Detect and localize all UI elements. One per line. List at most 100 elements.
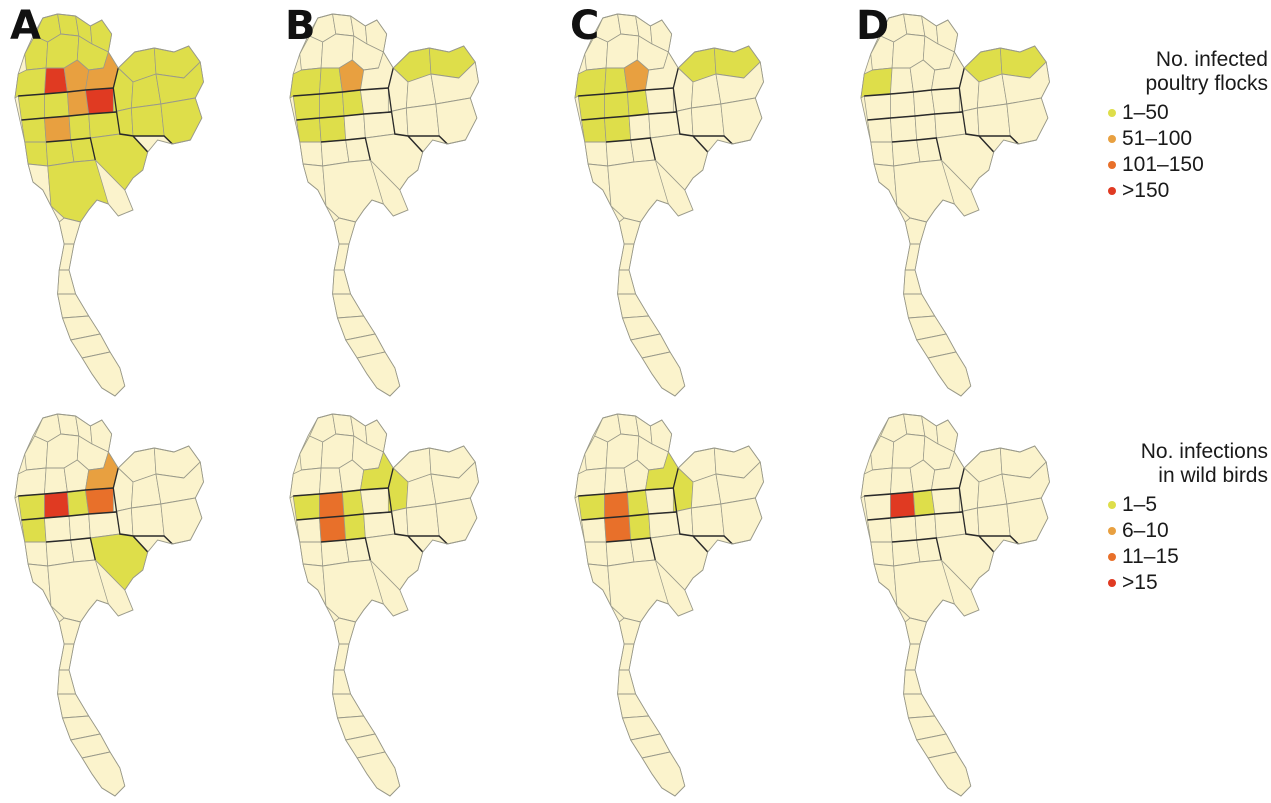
province-region [57, 293, 90, 319]
province-region [435, 97, 478, 145]
province-region [67, 489, 90, 517]
province-region [319, 515, 347, 543]
province-region [867, 117, 893, 143]
province-region [617, 693, 650, 719]
province-region [903, 693, 936, 719]
province-region [617, 293, 650, 319]
province-region [21, 517, 47, 543]
province-region [934, 111, 967, 139]
panel-label-b: B [285, 3, 316, 49]
province-region [581, 117, 607, 143]
region-boundary [112, 467, 149, 553]
region-boundary [606, 137, 656, 161]
province-region [320, 539, 350, 567]
province-region [292, 493, 320, 521]
province-region [360, 87, 392, 115]
map-a-poultry [14, 13, 204, 397]
province-region [17, 93, 45, 121]
legend-swatch [1108, 501, 1116, 509]
province-region [903, 669, 922, 695]
legend-poultry-item: 101–150 [1108, 152, 1270, 178]
province-region [648, 511, 681, 539]
province-region [976, 103, 1011, 137]
panel-label-d: D [856, 3, 890, 49]
province-region [903, 293, 936, 319]
province-region [160, 497, 203, 545]
country-outline [14, 413, 204, 797]
legend-swatch [1108, 187, 1116, 195]
region-boundary [21, 111, 117, 121]
province-region [863, 493, 891, 521]
country-outline [289, 413, 479, 797]
legend-swatch [1108, 109, 1116, 117]
province-region [45, 539, 75, 567]
province-region [863, 93, 891, 121]
province-region [1006, 97, 1049, 145]
province-region [292, 93, 320, 121]
province-region [604, 67, 628, 95]
province-region [913, 89, 936, 117]
province-region [867, 517, 893, 543]
legend-swatch [1108, 579, 1116, 587]
legend-label: >150 [1122, 179, 1170, 202]
province-region [890, 67, 914, 95]
country-outline [860, 13, 1050, 397]
region-boundary [293, 87, 389, 97]
province-region [891, 539, 921, 567]
province-region [976, 503, 1011, 537]
province-region [628, 113, 651, 141]
province-region [88, 511, 121, 539]
province-region [333, 217, 356, 245]
province-region [332, 669, 351, 695]
legend-label: 6–10 [1122, 519, 1169, 542]
region-boundary [293, 487, 389, 497]
province-region [57, 693, 90, 719]
province-region [904, 617, 927, 645]
province-region [85, 87, 117, 115]
province-region [645, 487, 677, 515]
province-region [1006, 497, 1049, 545]
map-b-wild-birds [289, 413, 479, 797]
map-a-wild-birds [14, 413, 204, 797]
province-region [44, 515, 72, 543]
region-boundary [864, 487, 960, 497]
province-region [342, 89, 365, 117]
province-region [88, 111, 121, 139]
province-region [57, 669, 76, 695]
legend-swatch [1108, 161, 1116, 169]
province-region [57, 269, 76, 295]
province-region [627, 489, 650, 517]
province-region [21, 117, 47, 143]
region-boundary [692, 535, 733, 545]
province-region [720, 497, 763, 545]
region-boundary [321, 137, 371, 161]
province-region [577, 93, 605, 121]
province-region [44, 467, 68, 495]
province-region [45, 139, 75, 167]
province-region [343, 113, 366, 141]
province-region [931, 87, 963, 115]
province-region [891, 139, 921, 167]
legend-wild-item: >15 [1108, 570, 1270, 596]
province-region [870, 435, 895, 471]
legend-poultry: No. infected poultry flocks 1–50 51–100 … [1090, 48, 1270, 204]
province-region [604, 115, 632, 143]
province-region [617, 669, 636, 695]
province-region [605, 539, 635, 567]
region-boundary [867, 111, 963, 121]
legend-poultry-item: >150 [1108, 178, 1270, 204]
map-c-wild-birds [574, 413, 764, 797]
province-region [58, 217, 81, 245]
province-region [67, 89, 90, 117]
province-region [584, 435, 609, 471]
map-d-wild-birds [860, 413, 1050, 797]
region-boundary [46, 537, 96, 561]
province-region [320, 139, 350, 167]
panel-label-c: C [570, 3, 600, 49]
region-boundary [21, 511, 117, 521]
province-region [44, 115, 72, 143]
province-region [604, 91, 630, 119]
province-region [343, 513, 366, 541]
map-c-poultry [574, 13, 764, 397]
legend-poultry-title-1: No. infected [1155, 48, 1268, 71]
